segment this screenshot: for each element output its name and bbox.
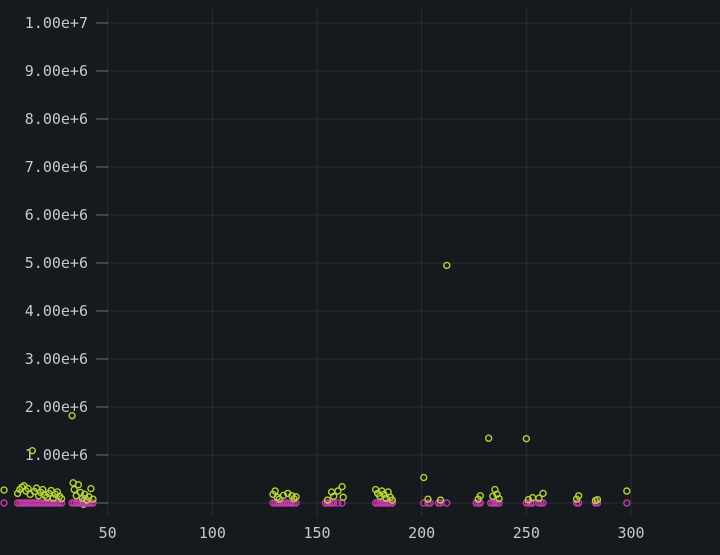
data-point bbox=[476, 492, 484, 500]
data-point bbox=[623, 487, 631, 495]
data-point bbox=[0, 486, 8, 494]
x-tick-label: 100 bbox=[199, 524, 226, 542]
data-point bbox=[330, 492, 338, 500]
data-point bbox=[535, 494, 543, 502]
data-point bbox=[339, 493, 347, 501]
data-point bbox=[420, 473, 428, 482]
data-point bbox=[476, 499, 484, 507]
data-point bbox=[74, 481, 83, 489]
data-point bbox=[273, 493, 281, 501]
data-point bbox=[89, 495, 97, 503]
data-point bbox=[49, 494, 57, 502]
data-point bbox=[593, 495, 602, 504]
data-point bbox=[574, 492, 583, 500]
data-point bbox=[0, 499, 8, 507]
data-point bbox=[539, 499, 547, 507]
y-tick-label: 8.00e+6 bbox=[25, 110, 88, 128]
x-tick-label: 200 bbox=[408, 524, 435, 542]
data-point bbox=[574, 499, 583, 507]
x-tick-label: 300 bbox=[617, 524, 644, 542]
data-point bbox=[87, 484, 95, 493]
data-point bbox=[13, 489, 22, 498]
data-point bbox=[338, 482, 346, 491]
data-point bbox=[524, 495, 533, 504]
x-tick-label: 150 bbox=[303, 524, 330, 542]
y-tick-label: 9.00e+6 bbox=[25, 62, 88, 80]
data-point bbox=[334, 499, 342, 507]
data-point bbox=[426, 499, 434, 507]
grid bbox=[107, 8, 720, 517]
y-axis: 01.00e+62.00e+63.00e+64.00e+65.00e+66.00… bbox=[25, 14, 108, 512]
data-point bbox=[57, 499, 66, 507]
data-point bbox=[271, 487, 279, 495]
data-point bbox=[382, 494, 390, 502]
y-tick-label: 7.00e+6 bbox=[25, 158, 88, 176]
data-point bbox=[41, 491, 49, 500]
data-point bbox=[539, 489, 547, 498]
y-tick-label: 5.00e+6 bbox=[25, 254, 88, 272]
y-tick-label: 2.00e+6 bbox=[25, 398, 88, 416]
data-point bbox=[89, 499, 97, 507]
data-point bbox=[443, 499, 451, 507]
y-tick-label: 3.00e+6 bbox=[25, 350, 88, 368]
data-point bbox=[388, 496, 397, 504]
data-point bbox=[334, 487, 342, 495]
data-point bbox=[424, 495, 432, 503]
data-point bbox=[290, 494, 298, 503]
data-point bbox=[323, 496, 332, 504]
x-tick-label: 50 bbox=[99, 524, 117, 542]
data-point bbox=[522, 434, 531, 443]
data-point bbox=[68, 411, 76, 420]
data-point bbox=[292, 493, 300, 501]
data-point bbox=[443, 261, 451, 270]
data-point bbox=[28, 446, 37, 455]
data-point bbox=[623, 499, 631, 507]
data-point bbox=[279, 491, 288, 500]
y-tick-label: 6.00e+6 bbox=[25, 206, 88, 224]
y-tick-label: 1.00e+7 bbox=[25, 14, 88, 32]
data-point bbox=[330, 499, 338, 507]
data-point bbox=[275, 495, 284, 503]
data-point bbox=[436, 496, 445, 504]
data-points bbox=[0, 261, 631, 507]
data-point bbox=[489, 492, 497, 500]
x-axis: 50 100 150 200 250 300 bbox=[99, 524, 645, 542]
data-point bbox=[57, 494, 66, 503]
data-point bbox=[70, 485, 78, 494]
data-point bbox=[495, 499, 503, 507]
y-tick-label: 4.00e+6 bbox=[25, 302, 88, 320]
data-point bbox=[495, 494, 503, 503]
y-tick-label: 1.00e+6 bbox=[25, 446, 88, 464]
data-point bbox=[484, 434, 493, 442]
x-tick-label: 250 bbox=[513, 524, 540, 542]
